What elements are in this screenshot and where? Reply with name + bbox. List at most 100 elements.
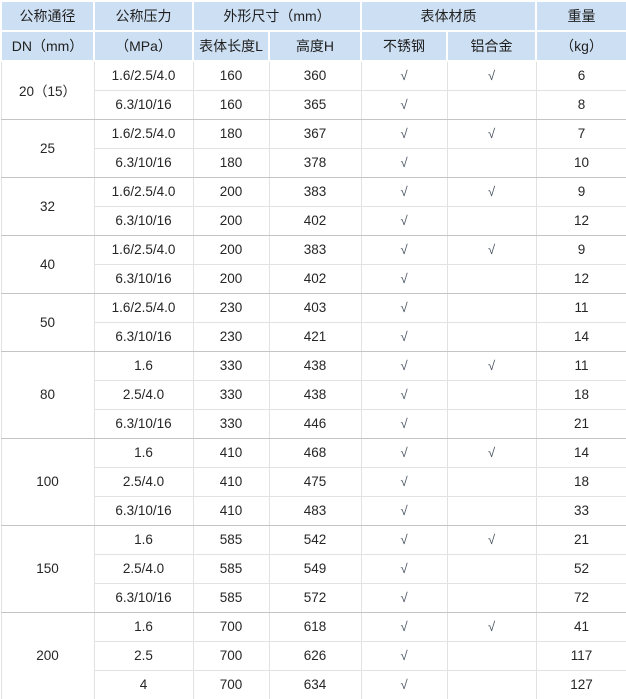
weight-cell: 117 xyxy=(535,641,626,671)
header-cell: （MPa） xyxy=(93,30,194,62)
stainless-steel-check-cell: √ xyxy=(360,235,448,265)
height-cell: 438 xyxy=(268,380,362,410)
pressure-cell: 2.5 xyxy=(93,641,194,671)
aluminum-alloy-check-cell xyxy=(446,409,537,439)
weight-cell: 21 xyxy=(535,525,626,555)
dn-cell: 32 xyxy=(0,177,95,236)
header-cell: 表体材质 xyxy=(360,0,538,32)
aluminum-alloy-check-cell xyxy=(446,148,537,178)
weight-cell: 12 xyxy=(535,264,626,294)
aluminum-alloy-check-cell xyxy=(446,496,537,526)
stainless-steel-check-cell: √ xyxy=(360,467,448,497)
pressure-cell: 6.3/10/16 xyxy=(93,148,194,178)
header-cell: 表体长度L xyxy=(192,30,270,62)
header-cell: （kg） xyxy=(535,30,626,62)
header-cell: DN（mm） xyxy=(0,30,95,62)
body-length-cell: 330 xyxy=(192,380,270,410)
body-length-cell: 200 xyxy=(192,264,270,294)
stainless-steel-check-cell: √ xyxy=(360,612,448,642)
dn-cell: 20（15） xyxy=(0,61,95,120)
aluminum-alloy-check-cell xyxy=(446,322,537,352)
body-length-cell: 700 xyxy=(192,670,270,699)
height-cell: 402 xyxy=(268,206,362,236)
stainless-steel-check-cell: √ xyxy=(360,554,448,584)
weight-cell: 10 xyxy=(535,148,626,178)
dn-cell: 100 xyxy=(0,438,95,526)
stainless-steel-check-cell: √ xyxy=(360,641,448,671)
weight-cell: 11 xyxy=(535,351,626,381)
table-row: 6.3/10/16 180 378 √ 10 xyxy=(1,148,626,178)
stainless-steel-check-cell: √ xyxy=(360,670,448,699)
weight-cell: 127 xyxy=(535,670,626,699)
height-cell: 483 xyxy=(268,496,362,526)
weight-cell: 14 xyxy=(535,322,626,352)
header-cell: 高度H xyxy=(267,30,363,62)
aluminum-alloy-check-cell: √ xyxy=(446,119,537,149)
body-length-cell: 410 xyxy=(192,467,270,497)
header-cell: 公称通径 xyxy=(0,0,95,32)
height-cell: 446 xyxy=(268,409,362,439)
body-length-cell: 330 xyxy=(192,351,270,381)
pressure-cell: 6.3/10/16 xyxy=(93,496,194,526)
height-cell: 634 xyxy=(268,670,362,699)
weight-cell: 33 xyxy=(535,496,626,526)
height-cell: 626 xyxy=(268,641,362,671)
aluminum-alloy-check-cell xyxy=(446,670,537,699)
pressure-cell: 1.6/2.5/4.0 xyxy=(93,293,194,323)
pressure-cell: 6.3/10/16 xyxy=(93,206,194,236)
stainless-steel-check-cell: √ xyxy=(360,90,448,120)
height-cell: 365 xyxy=(268,90,362,120)
stainless-steel-check-cell: √ xyxy=(360,322,448,352)
height-cell: 403 xyxy=(268,293,362,323)
stainless-steel-check-cell: √ xyxy=(360,525,448,555)
height-cell: 618 xyxy=(268,612,362,642)
pressure-cell: 1.6/2.5/4.0 xyxy=(93,235,194,265)
weight-cell: 21 xyxy=(535,409,626,439)
header-row-1: 公称通径 公称压力 外形尺寸（mm） 表体材质 重量 xyxy=(0,0,626,32)
pressure-cell: 1.6/2.5/4.0 xyxy=(93,119,194,149)
pressure-cell: 6.3/10/16 xyxy=(93,409,194,439)
weight-cell: 12 xyxy=(535,206,626,236)
table-row: 32 1.6/2.5/4.0 200 383 √ √ 9 xyxy=(0,177,626,236)
body-length-cell: 180 xyxy=(192,119,270,149)
dn-cell: 200 xyxy=(0,612,95,699)
dn-cell: 25 xyxy=(0,119,95,178)
body-length-cell: 160 xyxy=(192,90,270,120)
table-row: 50 1.6/2.5/4.0 230 403 √ 11 xyxy=(0,293,626,352)
weight-cell: 52 xyxy=(535,554,626,584)
aluminum-alloy-check-cell: √ xyxy=(446,235,537,265)
aluminum-alloy-check-cell: √ xyxy=(446,525,537,555)
header-cell: 铝合金 xyxy=(446,30,538,62)
table-row: 40 1.6/2.5/4.0 200 383 √ √ 9 xyxy=(0,235,626,294)
aluminum-alloy-check-cell: √ xyxy=(446,177,537,207)
header-cell: 重量 xyxy=(535,0,626,32)
table-row: 6.3/10/16 330 446 √ 21 xyxy=(1,409,626,439)
aluminum-alloy-check-cell xyxy=(446,554,537,584)
weight-cell: 14 xyxy=(535,438,626,468)
body-length-cell: 410 xyxy=(192,438,270,468)
weight-cell: 18 xyxy=(535,467,626,497)
pressure-cell: 2.5/4.0 xyxy=(93,380,194,410)
body-length-cell: 585 xyxy=(192,554,270,584)
stainless-steel-check-cell: √ xyxy=(360,351,448,381)
table-row: 2.5/4.0 410 475 √ 18 xyxy=(1,467,626,497)
table-row: 2.5/4.0 330 438 √ 18 xyxy=(1,380,626,410)
body-length-cell: 410 xyxy=(192,496,270,526)
height-cell: 378 xyxy=(268,148,362,178)
height-cell: 468 xyxy=(268,438,362,468)
height-cell: 421 xyxy=(268,322,362,352)
height-cell: 402 xyxy=(268,264,362,294)
body-length-cell: 160 xyxy=(192,61,270,91)
table-row: 80 1.6 330 438 √ √ 11 xyxy=(0,351,626,439)
table-row: 20（15） 1.6/2.5/4.0 160 360 √ √ 6 xyxy=(0,61,626,120)
body-length-cell: 200 xyxy=(192,235,270,265)
aluminum-alloy-check-cell: √ xyxy=(446,438,537,468)
height-cell: 367 xyxy=(268,119,362,149)
height-cell: 542 xyxy=(268,525,362,555)
aluminum-alloy-check-cell xyxy=(446,90,537,120)
stainless-steel-check-cell: √ xyxy=(360,148,448,178)
aluminum-alloy-check-cell xyxy=(446,206,537,236)
header-row-2: DN（mm） （MPa） 表体长度L 高度H 不锈钢 铝合金 （kg） xyxy=(0,30,626,62)
